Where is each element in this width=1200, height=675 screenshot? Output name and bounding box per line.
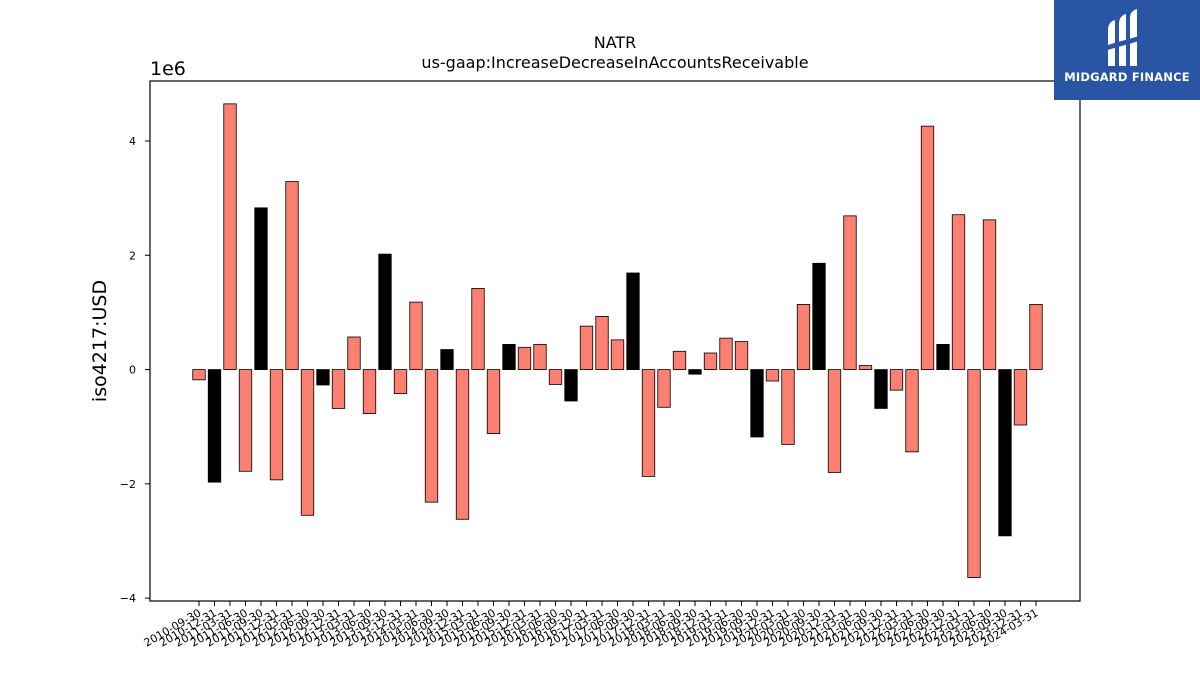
bar-2019-12-31 — [765, 369, 780, 382]
bar-2010-12-31 — [207, 369, 222, 483]
bar-2020-12-31 — [827, 369, 842, 473]
bar-2011-12-31 — [269, 369, 284, 481]
bar-2014-12-31 — [455, 369, 470, 520]
bar-2023-03-31 — [967, 369, 981, 578]
bar-2022-12-31 — [951, 214, 966, 370]
chart-title: NATR — [594, 33, 637, 52]
logo-text: MIDGARD FINANCE — [1064, 70, 1190, 84]
bar-2014-06-30 — [424, 369, 439, 503]
bar-2021-03-31 — [843, 215, 857, 370]
bar-2012-09-30 — [316, 369, 330, 386]
bar-2019-03-31 — [719, 337, 733, 370]
bar-2013-09-30 — [378, 253, 392, 370]
bar-2016-03-31 — [533, 344, 547, 370]
bar-2016-09-30 — [564, 369, 578, 402]
bar-2017-12-31 — [641, 369, 656, 477]
bar-2015-09-30 — [502, 344, 516, 370]
bar-2013-03-31 — [347, 336, 361, 370]
bar-2015-03-31 — [471, 288, 485, 370]
y-tick-label: −4 — [120, 592, 136, 605]
bar-2018-12-31 — [703, 352, 718, 370]
bar-2024-03-31 — [1029, 304, 1043, 370]
bar-2021-12-31 — [889, 369, 904, 391]
bar-2012-12-31 — [331, 369, 346, 409]
bar-2011-06-30 — [238, 369, 253, 472]
bar-2011-09-30 — [254, 207, 268, 370]
bar-2021-06-30 — [858, 365, 873, 370]
bar-2011-03-31 — [223, 103, 237, 370]
bar-2022-06-30 — [920, 125, 935, 370]
bar-2014-03-31 — [409, 301, 423, 370]
logo: MIDGARD FINANCE — [1054, 0, 1200, 100]
bar-2018-09-30 — [688, 369, 702, 375]
bar-2017-03-31 — [595, 316, 609, 370]
y-tick-label: 0 — [129, 364, 136, 377]
bar-2016-12-31 — [579, 325, 594, 370]
bar-2023-06-30 — [982, 219, 997, 370]
bar-2012-06-30 — [300, 369, 315, 516]
y-tick-label: −2 — [120, 478, 136, 491]
bar-2020-03-31 — [781, 369, 795, 445]
plot-frame — [149, 80, 1081, 602]
bar-2022-03-31 — [905, 369, 919, 453]
bar-2021-09-30 — [874, 369, 888, 409]
y-tick-label: 4 — [129, 135, 136, 148]
midgard-logo-icon — [1104, 9, 1146, 66]
bar-2022-09-30 — [936, 344, 950, 370]
bar-2010-09-30 — [192, 369, 206, 381]
chart-subtitle: us-gaap:IncreaseDecreaseInAccountsReceiv… — [421, 53, 808, 72]
bar-2015-06-30 — [486, 369, 501, 434]
bar-2018-06-30 — [672, 350, 687, 370]
bar-2019-09-30 — [750, 369, 764, 438]
y-axis-label: iso4217:USD — [89, 280, 111, 402]
y-tick-label: 2 — [129, 249, 136, 262]
x-axis: 2010-09-302010-12-312011-03-312011-06-30… — [142, 601, 1041, 650]
bar-2019-06-30 — [734, 341, 749, 370]
bar-2015-12-31 — [517, 346, 532, 370]
bar-2013-12-31 — [393, 369, 408, 394]
bar-2018-03-31 — [657, 369, 671, 408]
y-axis: −4 −2 0 2 4 — [120, 135, 150, 605]
bar-2020-09-30 — [812, 262, 826, 370]
bars-group — [192, 103, 1043, 578]
bar-2023-09-30 — [998, 369, 1012, 537]
bar-2017-06-30 — [610, 339, 625, 370]
bar-2016-06-30 — [548, 369, 563, 385]
bar-2013-06-30 — [362, 369, 377, 414]
bar-2023-12-31 — [1013, 369, 1028, 426]
y-axis-exponent: 1e6 — [150, 58, 186, 80]
bar-2014-09-30 — [440, 349, 454, 370]
bar-2012-03-31 — [285, 181, 299, 370]
bar-2017-09-30 — [626, 272, 640, 370]
bar-2020-06-30 — [796, 304, 811, 370]
